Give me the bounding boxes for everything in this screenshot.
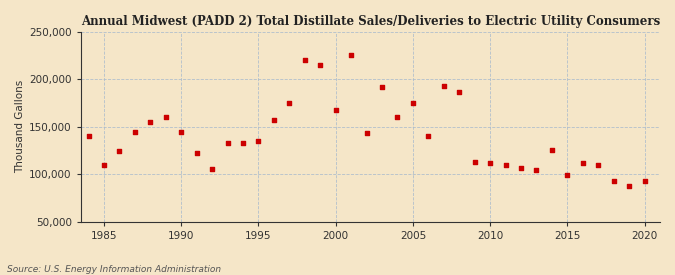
Point (315, 63, 325, 67)
Point (238, 141, 248, 145)
Point (330, 108, 341, 112)
Point (269, 118, 279, 122)
Point (438, 84, 449, 88)
Point (577, 161, 588, 165)
Point (130, 129, 140, 134)
Point (392, 115, 403, 120)
Point (608, 179, 619, 183)
Point (624, 183, 634, 188)
Point (176, 129, 186, 134)
Point (361, 130, 372, 135)
Point (222, 141, 233, 145)
Text: Source: U.S. Energy Information Administration: Source: U.S. Energy Information Administ… (7, 265, 221, 274)
Point (207, 166, 217, 171)
Point (145, 120, 156, 124)
Point (114, 148, 125, 153)
Point (346, 53, 356, 57)
Point (253, 139, 264, 143)
Point (593, 163, 603, 167)
Point (562, 173, 572, 177)
Point (83, 134, 94, 139)
Point (500, 163, 511, 167)
Point (547, 147, 558, 152)
Point (531, 167, 542, 172)
Point (516, 166, 526, 170)
Point (454, 90, 464, 94)
Point (408, 101, 418, 105)
Point (469, 160, 480, 164)
Point (284, 101, 295, 105)
Y-axis label: Thousand Gallons: Thousand Gallons (15, 80, 25, 174)
Point (99, 163, 109, 167)
Point (191, 151, 202, 156)
Point (377, 85, 387, 89)
Point (300, 58, 310, 63)
Point (161, 115, 171, 120)
Point (639, 179, 650, 183)
Title: Annual Midwest (PADD 2) Total Distillate Sales/Deliveries to Electric Utility Co: Annual Midwest (PADD 2) Total Distillate… (81, 15, 660, 28)
Point (485, 161, 495, 165)
Point (423, 134, 434, 139)
